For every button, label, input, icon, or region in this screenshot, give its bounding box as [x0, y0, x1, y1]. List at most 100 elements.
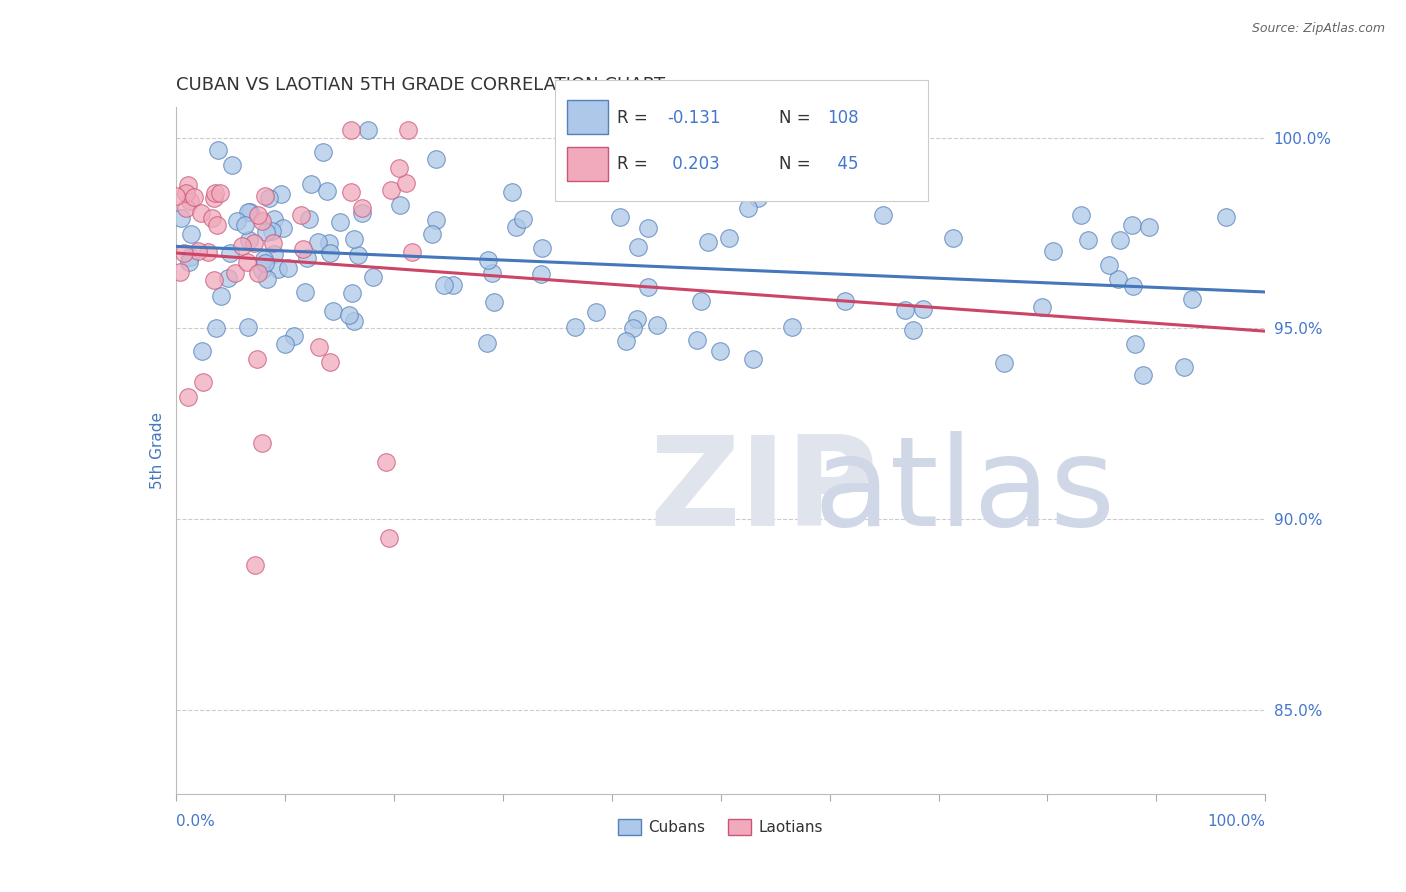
Point — [782, 319, 804, 334]
Point — [621, 321, 644, 335]
Point — [231, 239, 253, 253]
Point — [893, 303, 915, 318]
Point — [737, 202, 759, 216]
Point — [340, 286, 363, 301]
Point — [252, 435, 274, 450]
Point — [1123, 336, 1146, 351]
Text: CUBAN VS LAOTIAN 5TH GRADE CORRELATION CHART: CUBAN VS LAOTIAN 5TH GRADE CORRELATION C… — [176, 77, 665, 95]
Point — [425, 213, 447, 227]
Point — [315, 185, 337, 199]
Point — [190, 206, 212, 220]
Point — [1121, 279, 1143, 293]
Point — [530, 241, 553, 255]
Point — [180, 227, 202, 242]
Point — [204, 186, 226, 201]
Point — [254, 226, 277, 240]
Point — [200, 211, 222, 226]
Point — [274, 336, 297, 351]
Point — [1107, 272, 1129, 286]
Point — [236, 255, 259, 269]
Point — [236, 204, 259, 219]
Point — [401, 244, 423, 259]
Point — [169, 265, 191, 279]
Point — [226, 214, 249, 228]
Point — [1121, 219, 1143, 233]
Point — [329, 215, 352, 229]
Point — [585, 305, 607, 319]
Point — [243, 236, 266, 251]
Y-axis label: 5th Grade: 5th Grade — [149, 412, 165, 489]
Point — [183, 190, 205, 204]
Point — [250, 263, 273, 277]
Point — [260, 223, 283, 237]
Point — [318, 236, 340, 251]
Point — [298, 212, 321, 227]
Point — [420, 227, 443, 242]
Point — [209, 186, 232, 200]
Point — [245, 351, 267, 366]
Point — [396, 123, 419, 137]
Point — [165, 189, 187, 203]
Point — [626, 311, 648, 326]
Bar — [567, 146, 607, 180]
Point — [637, 221, 659, 235]
Point — [380, 183, 402, 197]
Point — [291, 243, 314, 257]
Point — [505, 219, 527, 234]
Point — [219, 246, 242, 260]
Point — [388, 198, 411, 212]
Point — [283, 329, 305, 343]
Point — [1109, 233, 1132, 247]
Point — [343, 232, 366, 246]
Point — [395, 176, 418, 190]
Point — [512, 211, 534, 226]
Point — [174, 202, 197, 216]
Point — [501, 185, 523, 199]
Point — [221, 157, 243, 171]
Point — [207, 143, 229, 157]
Point — [179, 250, 201, 264]
Point — [263, 247, 285, 261]
Text: -0.131: -0.131 — [668, 109, 721, 127]
Text: R =: R = — [617, 155, 648, 173]
Point — [246, 266, 269, 280]
Point — [1181, 293, 1204, 307]
Point — [1031, 300, 1053, 314]
Point — [564, 320, 586, 334]
Point — [441, 277, 464, 292]
Point — [193, 375, 215, 389]
Point — [352, 202, 374, 216]
Point — [253, 252, 276, 267]
Point — [294, 285, 316, 299]
Point — [482, 295, 505, 310]
Point — [374, 455, 396, 469]
Point — [477, 252, 499, 267]
Point — [709, 344, 731, 359]
Point — [686, 333, 709, 347]
Point — [1137, 220, 1160, 235]
Point — [259, 191, 281, 205]
Point — [299, 178, 322, 192]
Point — [477, 335, 499, 350]
Point — [343, 314, 366, 328]
Point — [270, 187, 292, 202]
Point — [177, 178, 200, 193]
Point — [361, 269, 384, 284]
Bar — [567, 100, 607, 135]
Point — [1173, 360, 1195, 375]
Point — [217, 271, 239, 285]
Point — [262, 235, 284, 250]
Point — [942, 231, 965, 245]
Point — [290, 208, 312, 222]
Point — [645, 318, 668, 332]
Point — [233, 219, 256, 233]
Point — [295, 251, 318, 265]
Point — [901, 323, 924, 337]
Text: 0.0%: 0.0% — [176, 814, 215, 830]
Point — [177, 390, 200, 404]
Point — [433, 277, 456, 292]
Point — [187, 244, 209, 259]
Text: 100.0%: 100.0% — [1208, 814, 1265, 830]
Point — [880, 153, 903, 168]
Point — [205, 218, 228, 232]
